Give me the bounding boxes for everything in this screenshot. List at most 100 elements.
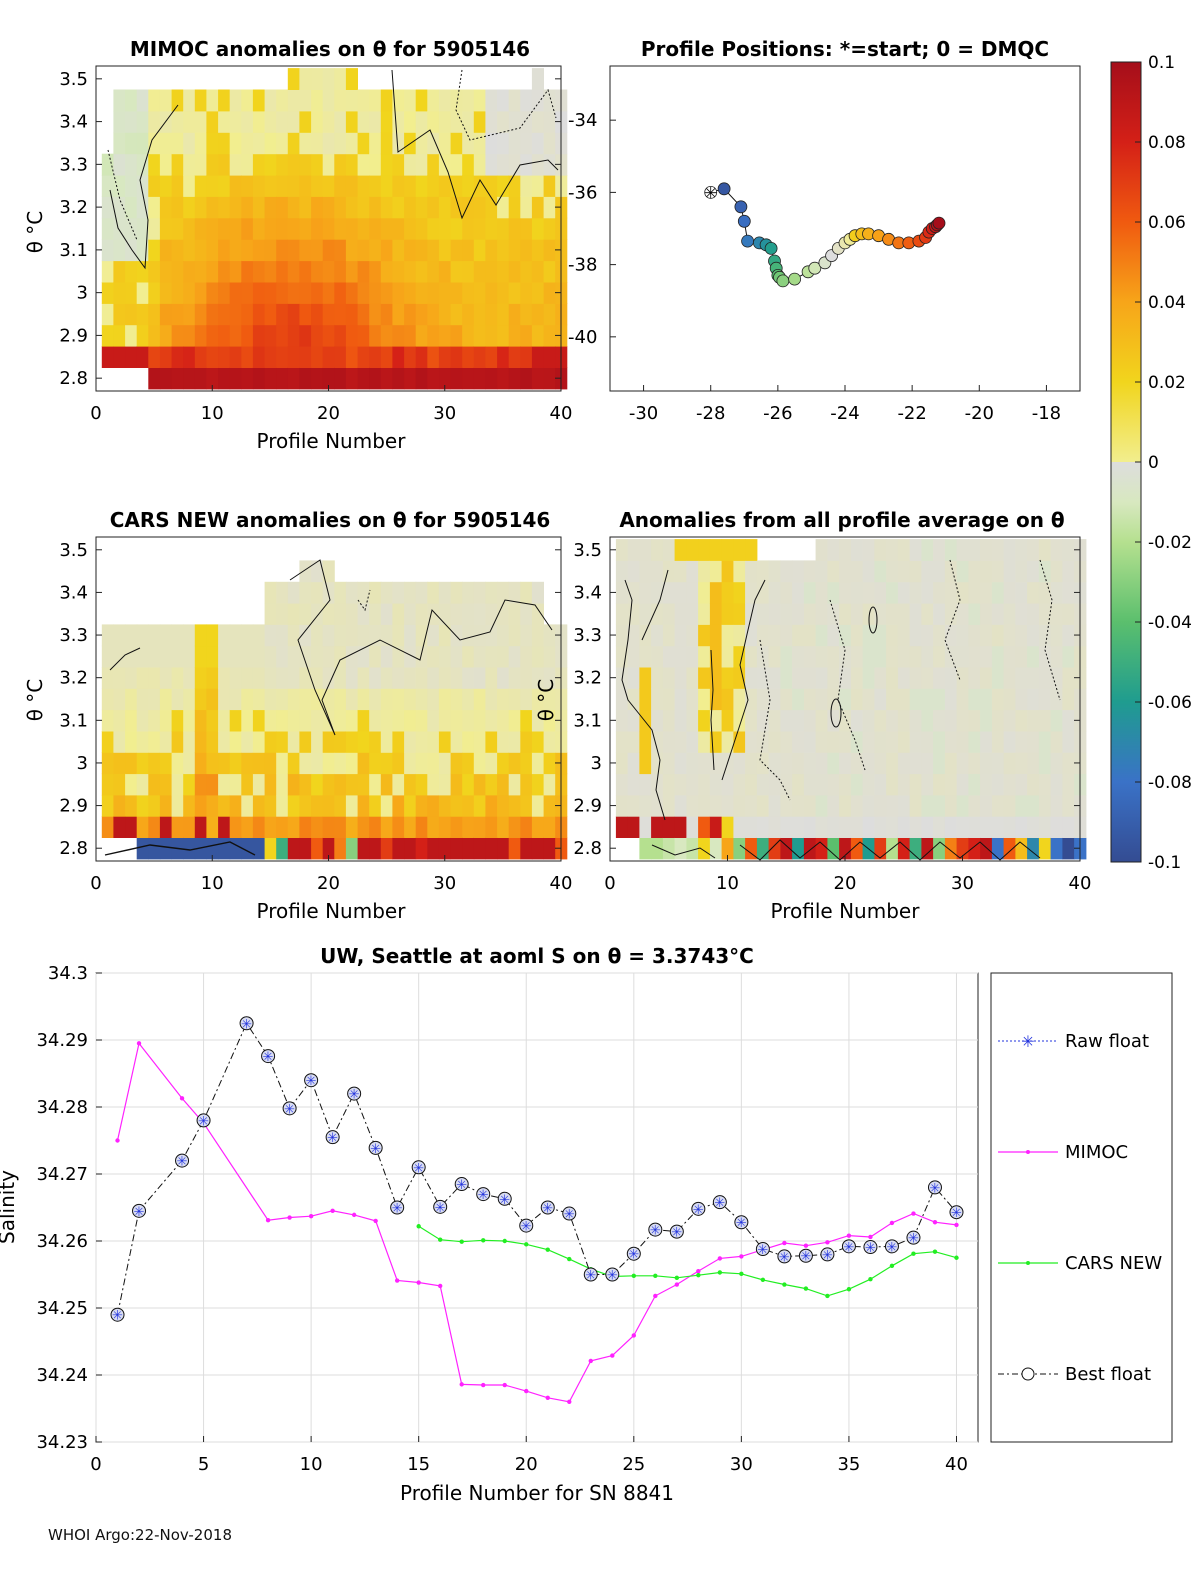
allavg-contour-dotted xyxy=(829,599,866,771)
mimoc-cell xyxy=(520,303,533,326)
cars-cell xyxy=(438,603,451,625)
allavg-cell xyxy=(686,667,699,689)
allavg-cell xyxy=(1062,773,1075,796)
cars-cell xyxy=(241,816,254,838)
allavg-cell xyxy=(827,794,840,817)
mimoc-cell xyxy=(473,132,486,155)
allavg-cell xyxy=(897,603,911,625)
salinity-xtick-label: 30 xyxy=(730,1454,753,1475)
mimoc-cell xyxy=(473,110,486,133)
allavg-cell xyxy=(1003,773,1016,796)
mimoc-cell xyxy=(299,239,312,262)
best-point xyxy=(110,1307,125,1322)
allavg-cell xyxy=(780,773,793,796)
cars-contour-line xyxy=(109,647,141,671)
allavg-cell xyxy=(686,794,699,817)
legend-best-marker xyxy=(1021,1367,1035,1381)
mimoc-cell xyxy=(264,175,277,197)
cars-cell xyxy=(276,752,289,775)
mimoc-cell xyxy=(136,303,149,326)
cars-cell xyxy=(369,667,382,689)
cars-contour-line xyxy=(289,559,553,736)
cars-cell xyxy=(194,645,207,668)
cars-cell xyxy=(485,581,498,604)
allavg-cell xyxy=(651,560,664,583)
allavg-cell xyxy=(1050,667,1063,689)
mimoc-cell xyxy=(183,346,196,368)
cars-ylabel: θ °C xyxy=(23,679,47,722)
cars-cell xyxy=(264,688,277,711)
allavg-cell xyxy=(721,709,734,732)
colorbar-tick-label: -0.04 xyxy=(1148,613,1192,633)
best-point xyxy=(519,1218,534,1233)
allavg-cell xyxy=(627,645,640,668)
cars-cell xyxy=(497,603,510,625)
allavg-cell xyxy=(980,539,993,561)
mimoc-cell xyxy=(241,282,254,304)
cars-cell xyxy=(206,794,219,817)
mimoc-cell xyxy=(264,303,277,326)
allavg-cell xyxy=(756,560,770,583)
allavg-cell xyxy=(651,709,664,732)
allavg-cell xyxy=(921,731,934,753)
mimoc-point xyxy=(308,1214,314,1219)
cars-cell xyxy=(206,624,219,647)
cars-cell xyxy=(287,581,300,604)
cars-xtick-label: 40 xyxy=(550,873,573,894)
cars-xtick-label: 20 xyxy=(317,873,340,894)
cars-point xyxy=(416,1224,421,1229)
allavg-cell xyxy=(639,603,652,625)
allavg-cell xyxy=(991,731,1005,753)
allavg-cell xyxy=(698,624,711,647)
cars-cell xyxy=(252,645,265,668)
mimoc-cell xyxy=(183,324,196,347)
cars-cell xyxy=(229,816,242,838)
mimoc-cell xyxy=(125,324,138,347)
allavg-cell xyxy=(980,645,993,668)
cars-cell xyxy=(543,688,556,711)
allavg-cell xyxy=(980,560,993,583)
allavg-cell xyxy=(827,560,840,583)
allavg-cell xyxy=(850,773,864,796)
allavg-cell xyxy=(1050,688,1063,711)
mimoc-cell xyxy=(159,89,172,112)
allavg-cell xyxy=(874,560,887,583)
cars-cell xyxy=(427,603,440,625)
cars-cell xyxy=(345,731,358,753)
cars-ytick-label: 3.3 xyxy=(59,625,88,646)
allavg-cell xyxy=(1015,816,1028,838)
cars-cell xyxy=(473,709,486,732)
cars-cell xyxy=(520,794,533,817)
mimoc-cell xyxy=(369,367,382,390)
cars-cell xyxy=(264,837,277,860)
mimoc-cell xyxy=(380,303,393,326)
cars-cell xyxy=(159,709,172,732)
mimoc-cell xyxy=(462,175,475,197)
allavg-cell xyxy=(874,709,887,732)
cars-cell xyxy=(334,645,347,668)
allavg-cell xyxy=(1038,709,1052,732)
mimoc-cell xyxy=(125,153,138,176)
mimoc-cell xyxy=(252,110,265,133)
allavg-cell xyxy=(933,624,946,647)
mimoc-cell xyxy=(252,153,265,176)
allavg-cell xyxy=(627,752,640,775)
cars-cell xyxy=(473,773,486,796)
allavg-cell xyxy=(1027,837,1040,860)
mimoc-cell xyxy=(450,132,463,155)
allavg-cell xyxy=(674,794,687,817)
allavg-cell xyxy=(745,539,758,561)
mimoc-cell xyxy=(299,260,312,283)
mimoc-cell xyxy=(357,367,370,390)
allavg-cell xyxy=(733,816,746,838)
allavg-cell xyxy=(1015,752,1028,775)
mimoc-cell xyxy=(171,303,184,326)
cars-cell xyxy=(357,816,370,838)
mimoc-cell xyxy=(183,367,196,390)
allavg-cell xyxy=(1050,794,1063,817)
allavg-cell xyxy=(1003,560,1016,583)
allavg-cell xyxy=(1027,773,1040,796)
cars-cell xyxy=(508,773,521,796)
allavg-cell xyxy=(815,667,828,689)
